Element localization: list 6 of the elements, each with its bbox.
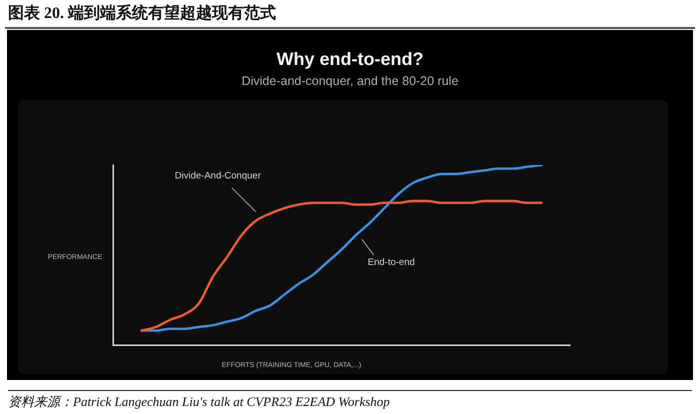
chart-subtitle: Divide-and-conquer, and the 80-20 rule <box>240 74 460 88</box>
chart-title: Why end-to-end? <box>276 49 424 70</box>
text: End-to-end <box>368 256 415 268</box>
text: 图表 20. 端到端系统有望超越现有范式 <box>8 3 276 24</box>
text: 资料来源：Patrick Langechuan Liu's talk at CVPR23 E2EAD Workshop <box>8 393 390 411</box>
text: Divide-And-Conquer <box>174 170 261 182</box>
